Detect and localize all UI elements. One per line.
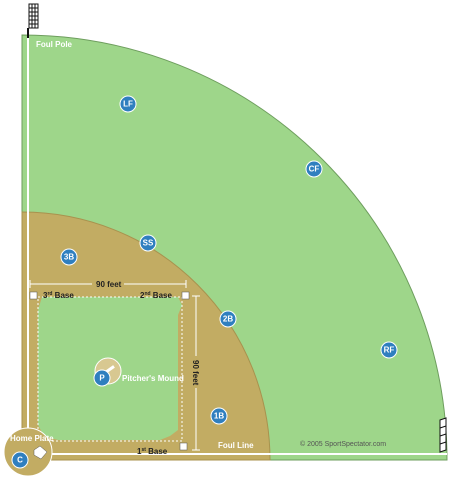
copyright-text: © 2005 SportSpectator.com [300,440,386,448]
player-marker-P: P [93,369,111,387]
svg-text:SS: SS [143,239,154,248]
third-base-label: 3rd Base [43,291,74,300]
player-marker-1B: 1B [210,407,228,425]
player-marker-LF: LF [119,95,137,113]
third-base [29,291,38,300]
player-marker-SS: SS [139,234,157,252]
svg-text:C: C [17,456,23,465]
svg-text:P: P [99,374,105,383]
foul-pole-label: Foul Pole [36,40,73,49]
svg-text:LF: LF [123,100,133,109]
left-foul-pole-grid [29,4,38,28]
second-base-label: 2nd Base [140,291,172,300]
right-foul-pole-line2 [439,433,447,437]
foul-line-label: Foul Line [218,441,254,450]
distance-top-label: 90 feet [96,280,122,289]
player-marker-2B: 2B [219,310,237,328]
svg-text:2B: 2B [223,315,233,324]
first-base [179,442,188,451]
player-marker-3B: 3B [60,248,78,266]
right-dim-label-bg [191,356,201,388]
player-marker-C: C [11,451,29,469]
svg-text:CF: CF [309,165,320,174]
baseline-square [37,296,183,442]
home-plate [33,445,48,460]
pitchers-mound-label: Pitcher's Mound [122,374,184,383]
home-plate-label: Home Plate [10,434,54,443]
right-foul-pole-line3 [439,441,447,445]
distance-right-label: 90 feet [191,360,200,386]
top-dim-label-bg [92,279,124,289]
second-base [181,291,190,300]
player-marker-RF: RF [380,341,398,359]
svg-text:RF: RF [384,346,395,355]
right-foul-pole-line [439,425,447,429]
first-base-label: 1st Base [137,447,168,456]
player-marker-CF: CF [305,160,323,178]
left-foul-pole-post [27,28,29,38]
svg-text:1B: 1B [214,412,224,421]
svg-text:3B: 3B [64,253,74,262]
